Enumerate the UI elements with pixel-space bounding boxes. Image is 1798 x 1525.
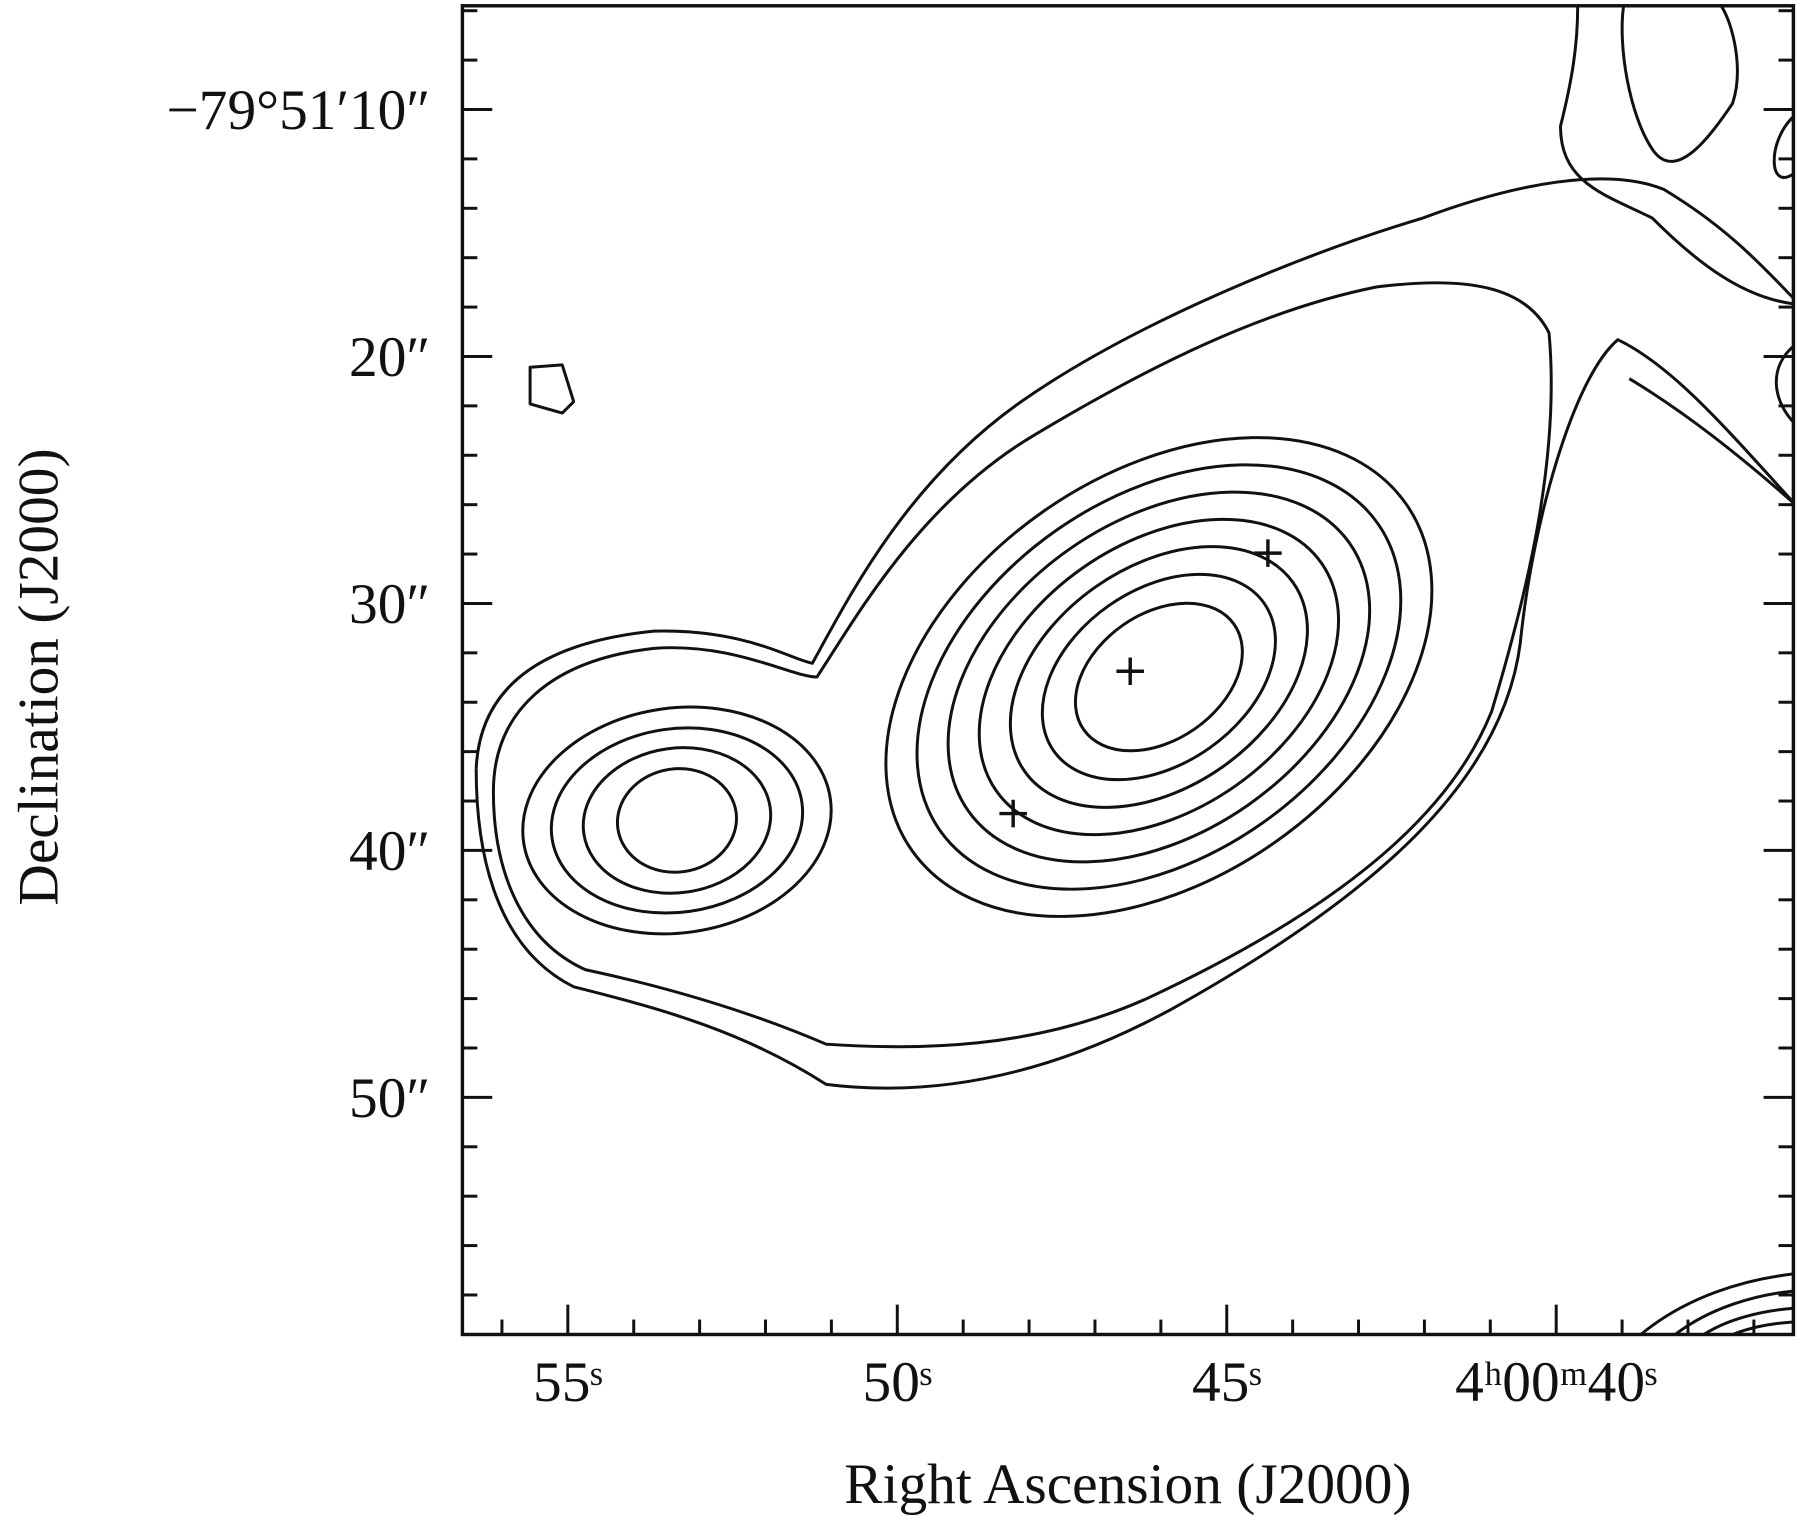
y-tick-label: 20″ xyxy=(349,326,430,389)
y-axis-label: Declination (J2000) xyxy=(7,448,70,905)
contour xyxy=(491,281,1553,1049)
contour xyxy=(1674,1289,1794,1335)
cross-marker xyxy=(1254,539,1282,567)
contour xyxy=(1639,1272,1794,1335)
contour xyxy=(1073,601,1244,753)
contour xyxy=(549,726,805,915)
markers xyxy=(999,539,1282,828)
y-tick-label: 40″ xyxy=(349,820,430,883)
x-tick-label: 45ˢ xyxy=(1192,1351,1262,1414)
contour xyxy=(884,436,1434,918)
contour xyxy=(1703,1306,1794,1335)
x-axis-label: Right Ascension (J2000) xyxy=(844,1453,1411,1516)
plot-frame xyxy=(460,4,1796,1337)
contour xyxy=(1732,1320,1794,1335)
contours xyxy=(474,5,1794,1335)
y-tick-label: −79°51′10″ xyxy=(166,79,430,142)
y-tick-label: 50″ xyxy=(349,1067,430,1130)
contour xyxy=(474,177,1794,769)
contour xyxy=(1040,572,1277,782)
contour xyxy=(474,338,1794,1090)
contour xyxy=(1774,344,1794,425)
contour xyxy=(581,746,773,895)
x-tick-label: 4ʰ00ᵐ40ˢ xyxy=(1455,1351,1657,1414)
cross-marker xyxy=(1116,657,1144,686)
x-tick-label: 55ˢ xyxy=(533,1351,603,1414)
cross-marker xyxy=(999,799,1027,828)
contour xyxy=(1628,377,1794,505)
y-tick-label: 30″ xyxy=(349,573,430,636)
contour xyxy=(521,705,833,936)
contour xyxy=(1620,5,1739,163)
x-tick-label: 50ˢ xyxy=(863,1351,933,1414)
contour xyxy=(528,363,576,415)
contour xyxy=(915,463,1403,891)
contour xyxy=(946,490,1372,864)
contour xyxy=(977,517,1341,837)
contour xyxy=(615,767,738,874)
contour xyxy=(1772,114,1794,179)
contour xyxy=(1558,5,1794,306)
contour xyxy=(1008,545,1309,809)
